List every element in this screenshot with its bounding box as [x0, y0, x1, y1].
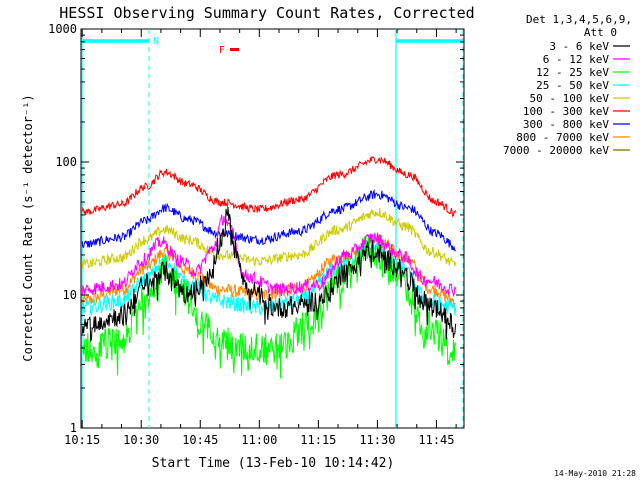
series-line	[81, 214, 457, 298]
plot-area	[80, 28, 465, 429]
legend-header-line-1: Det 1,3,4,5,6,9,	[526, 13, 632, 26]
y-tick-label: 1	[70, 421, 77, 435]
x-tick-label: 10:30	[123, 433, 159, 447]
series-line	[81, 155, 457, 218]
legend-label: 6 - 12 keV	[543, 53, 610, 66]
footer-timestamp: 14-May-2010 21:28	[554, 469, 636, 478]
x-tick-label: 11:15	[300, 433, 336, 447]
legend-label: 12 - 25 keV	[536, 66, 609, 79]
legend-label: 3 - 6 keV	[549, 40, 609, 53]
legend-header-line-2: Att 0	[584, 26, 617, 39]
series-line	[81, 235, 457, 379]
x-tick-label: 11:00	[241, 433, 277, 447]
legend-label: 100 - 300 keV	[523, 105, 609, 118]
series-line	[81, 208, 457, 270]
flare-flag-label: F	[219, 45, 225, 56]
legend-label: 25 - 50 keV	[536, 79, 609, 92]
y-tick-label: 10	[63, 288, 77, 302]
x-tick-label: 10:15	[64, 433, 100, 447]
x-axis-label: Start Time (13-Feb-10 10:14:42)	[152, 456, 395, 471]
series-line	[81, 188, 456, 252]
legend-label: 300 - 800 keV	[523, 118, 609, 131]
night-flag-label: N	[153, 36, 159, 47]
y-tick-label: 1000	[48, 22, 77, 36]
chart-title: HESSI Observing Summary Count Rates, Cor…	[59, 4, 474, 22]
x-tick-label: 11:30	[359, 433, 395, 447]
y-tick-label: 100	[55, 155, 77, 169]
series-line	[81, 206, 457, 343]
legend-label: 800 - 7000 keV	[516, 131, 609, 144]
axes: 10:15 10:30 10:45 11:00 11:15 11:30 11:45 1 10 10…	[48, 22, 464, 447]
observing-flags: N F	[81, 29, 464, 428]
legend-label: 50 - 100 keV	[530, 92, 610, 105]
series-layer	[81, 155, 457, 379]
legend-label: 7000 - 20000 keV	[503, 144, 609, 157]
y-axis-label: Corrected Count Rate (s⁻¹ detector⁻¹)	[21, 94, 35, 361]
x-tick-label: 10:45	[182, 433, 218, 447]
x-tick-label: 11:45	[418, 433, 454, 447]
